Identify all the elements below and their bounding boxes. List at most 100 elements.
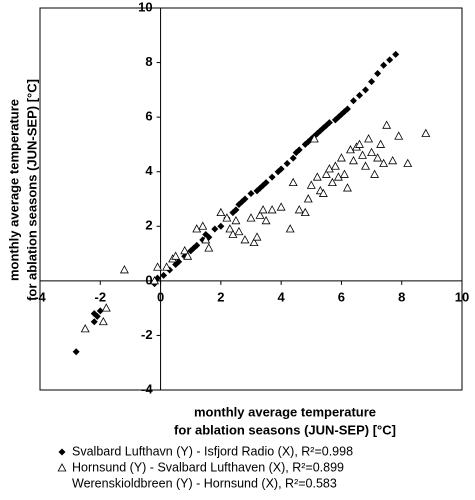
point <box>232 206 240 214</box>
point <box>261 215 271 225</box>
point <box>333 172 343 181</box>
point <box>382 120 392 129</box>
x-axis-label: for ablation seasons (JUN-SEP) [°C] <box>174 422 396 437</box>
point <box>292 149 300 157</box>
point <box>276 202 286 211</box>
point <box>204 243 214 252</box>
point <box>96 307 104 315</box>
point <box>356 91 364 99</box>
point <box>198 221 208 230</box>
point <box>368 78 376 86</box>
point <box>330 161 340 170</box>
point <box>376 139 386 148</box>
y-tick-label: 4 <box>145 163 153 178</box>
x-tick-label: -4 <box>34 289 46 304</box>
y-tick-label: 0 <box>145 272 152 287</box>
point <box>211 225 219 233</box>
x-axis-label: monthly average temperature <box>194 404 376 419</box>
point <box>90 318 98 326</box>
point <box>364 134 374 143</box>
point <box>234 226 244 236</box>
point <box>403 158 413 167</box>
point <box>370 169 380 178</box>
x-tick-label: 4 <box>278 289 286 304</box>
point <box>268 173 276 181</box>
point <box>392 50 400 58</box>
point <box>313 130 321 138</box>
point <box>90 310 98 318</box>
point <box>289 154 297 162</box>
y-tick-label: 8 <box>145 54 152 69</box>
x-tick-label: 0 <box>157 289 164 304</box>
legend-label: Svalbard Lufthavn (Y) - Isfjord Radio (X… <box>72 444 353 458</box>
point <box>153 262 163 271</box>
point <box>373 153 383 162</box>
point <box>277 165 285 173</box>
y-tick-label: 2 <box>145 218 152 233</box>
point <box>259 181 267 189</box>
point <box>339 169 349 178</box>
point <box>324 164 334 173</box>
point <box>201 235 211 244</box>
point <box>300 207 310 217</box>
point <box>361 161 371 170</box>
point <box>160 271 168 279</box>
point <box>222 213 232 222</box>
point <box>386 56 394 64</box>
point <box>306 180 316 189</box>
point <box>101 303 111 312</box>
point <box>421 128 431 137</box>
legend-label: Hornsund (Y) - Svalbard Lufthaven (X), R… <box>72 460 344 474</box>
point <box>180 246 190 255</box>
point <box>238 198 246 206</box>
point <box>349 155 358 165</box>
point <box>228 229 238 238</box>
point <box>367 147 377 157</box>
point <box>355 139 364 148</box>
point <box>362 86 370 94</box>
point <box>175 258 183 266</box>
point <box>240 235 250 244</box>
point <box>267 205 277 214</box>
point <box>379 158 389 167</box>
point <box>303 194 313 203</box>
point <box>309 134 319 143</box>
point <box>150 276 160 285</box>
point <box>342 183 352 192</box>
y-tick-label: -4 <box>141 381 153 396</box>
x-tick-label: 2 <box>217 289 224 304</box>
point <box>288 177 298 187</box>
point <box>374 69 382 77</box>
point <box>318 188 328 197</box>
legend-label: Werenskioldbreen (Y) - Hornsund (X), R²=… <box>72 476 337 490</box>
point <box>80 324 90 333</box>
point <box>225 224 235 233</box>
point <box>340 108 348 116</box>
point <box>192 224 202 233</box>
point <box>327 177 337 187</box>
point <box>325 119 333 127</box>
point <box>171 251 181 260</box>
y-axis-label: for ablation seasons (JUN-SEP) [°C] <box>24 79 39 301</box>
point <box>216 207 226 217</box>
point <box>319 124 327 132</box>
point <box>388 155 398 165</box>
point <box>304 138 312 146</box>
plot-frame <box>39 7 463 391</box>
point <box>349 97 357 105</box>
point <box>190 244 198 252</box>
y-tick-label: 6 <box>145 109 152 124</box>
legend-marker <box>57 463 67 472</box>
point <box>334 113 342 121</box>
y-tick-label: 10 <box>138 0 152 14</box>
x-tick-label: 6 <box>338 289 345 304</box>
point <box>246 213 256 222</box>
point <box>183 251 193 260</box>
x-tick-label: 8 <box>398 289 405 304</box>
point <box>283 160 291 168</box>
point <box>255 210 265 219</box>
legend-marker <box>58 448 66 456</box>
point <box>247 190 255 198</box>
point <box>358 150 368 159</box>
point <box>294 205 304 214</box>
